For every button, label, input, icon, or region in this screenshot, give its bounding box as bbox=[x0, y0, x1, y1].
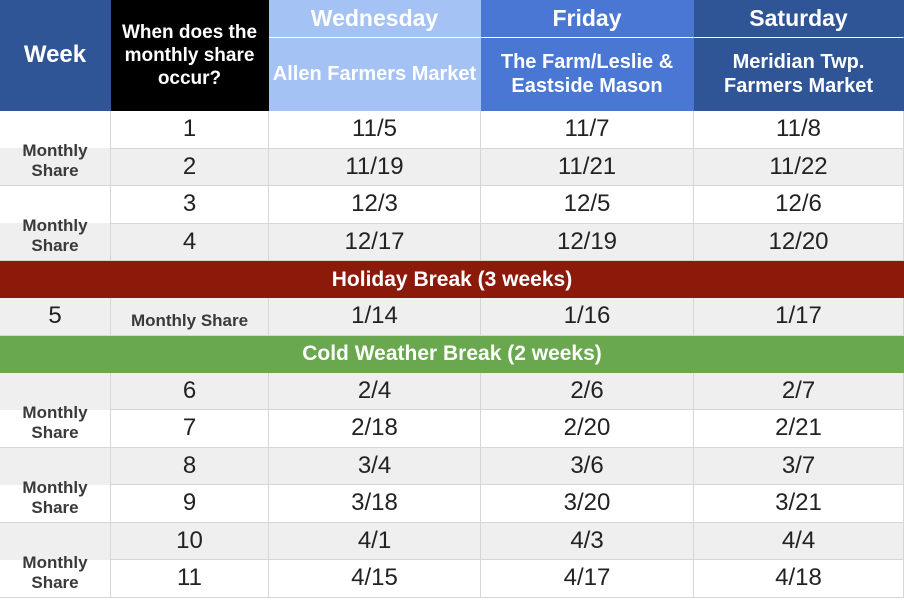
day-header-saturday: Saturday bbox=[694, 0, 904, 38]
date-cell: 3/4 bbox=[269, 447, 481, 485]
day-header-wednesday: Wednesday bbox=[269, 0, 481, 38]
week-number: 2 bbox=[111, 148, 269, 186]
date-cell: 12/6 bbox=[694, 186, 904, 224]
holiday-break-banner: Holiday Break (3 weeks) bbox=[0, 261, 904, 298]
date-cell: 2/20 bbox=[481, 410, 694, 448]
date-cell: 4/17 bbox=[481, 560, 694, 598]
week-number: 8 bbox=[111, 447, 269, 485]
date-cell: 12/20 bbox=[694, 223, 904, 261]
date-cell: 11/21 bbox=[481, 148, 694, 186]
week-number: 6 bbox=[111, 372, 269, 410]
date-cell: 2/21 bbox=[694, 410, 904, 448]
date-cell: 3/7 bbox=[694, 447, 904, 485]
week-number: 11 bbox=[111, 560, 269, 598]
market-header-meridian: Meridian Twp. Farmers Market bbox=[694, 38, 904, 111]
date-cell: 12/3 bbox=[269, 186, 481, 224]
date-cell: 4/15 bbox=[269, 560, 481, 598]
week-header: Week bbox=[0, 0, 111, 111]
date-cell: 1/17 bbox=[694, 298, 904, 336]
week-number: 5 bbox=[0, 298, 111, 336]
date-cell: 2/4 bbox=[269, 372, 481, 410]
date-cell: 1/16 bbox=[481, 298, 694, 336]
monthly-share-label: Monthly Share bbox=[0, 111, 111, 186]
cold-weather-break-banner: Cold Weather Break (2 weeks) bbox=[0, 335, 904, 373]
monthly-share-label: Monthly Share bbox=[0, 186, 111, 261]
date-cell: 2/18 bbox=[269, 410, 481, 448]
date-cell: 12/19 bbox=[481, 223, 694, 261]
market-header-allen: Allen Farmers Market bbox=[269, 38, 481, 111]
date-cell: 2/7 bbox=[694, 372, 904, 410]
date-cell: 11/7 bbox=[481, 111, 694, 149]
date-cell: 4/1 bbox=[269, 522, 481, 560]
date-cell: 4/18 bbox=[694, 560, 904, 598]
week-number: 7 bbox=[111, 410, 269, 448]
week-number: 10 bbox=[111, 522, 269, 560]
date-cell: 12/17 bbox=[269, 223, 481, 261]
market-header-farm-leslie: The Farm/Leslie & Eastside Mason bbox=[481, 38, 694, 111]
monthly-share-label: Monthly Share bbox=[111, 298, 269, 336]
day-header-friday: Friday bbox=[481, 0, 694, 38]
date-cell: 11/8 bbox=[694, 111, 904, 149]
monthly-share-label: Monthly Share bbox=[0, 522, 111, 598]
date-cell: 11/19 bbox=[269, 148, 481, 186]
date-cell: 12/5 bbox=[481, 186, 694, 224]
date-cell: 11/5 bbox=[269, 111, 481, 149]
date-cell: 4/3 bbox=[481, 522, 694, 560]
date-cell: 3/21 bbox=[694, 485, 904, 523]
week-number: 9 bbox=[111, 485, 269, 523]
date-cell: 2/6 bbox=[481, 372, 694, 410]
monthly-share-label: Monthly Share bbox=[0, 447, 111, 523]
monthly-share-header: When does the monthly share occur? bbox=[111, 0, 269, 111]
monthly-share-label: Monthly Share bbox=[0, 372, 111, 448]
week-number: 1 bbox=[111, 111, 269, 149]
date-cell: 3/18 bbox=[269, 485, 481, 523]
week-number: 4 bbox=[111, 223, 269, 261]
date-cell: 1/14 bbox=[269, 298, 481, 336]
date-cell: 11/22 bbox=[694, 148, 904, 186]
date-cell: 3/20 bbox=[481, 485, 694, 523]
week-number: 3 bbox=[111, 186, 269, 224]
date-cell: 4/4 bbox=[694, 522, 904, 560]
date-cell: 3/6 bbox=[481, 447, 694, 485]
